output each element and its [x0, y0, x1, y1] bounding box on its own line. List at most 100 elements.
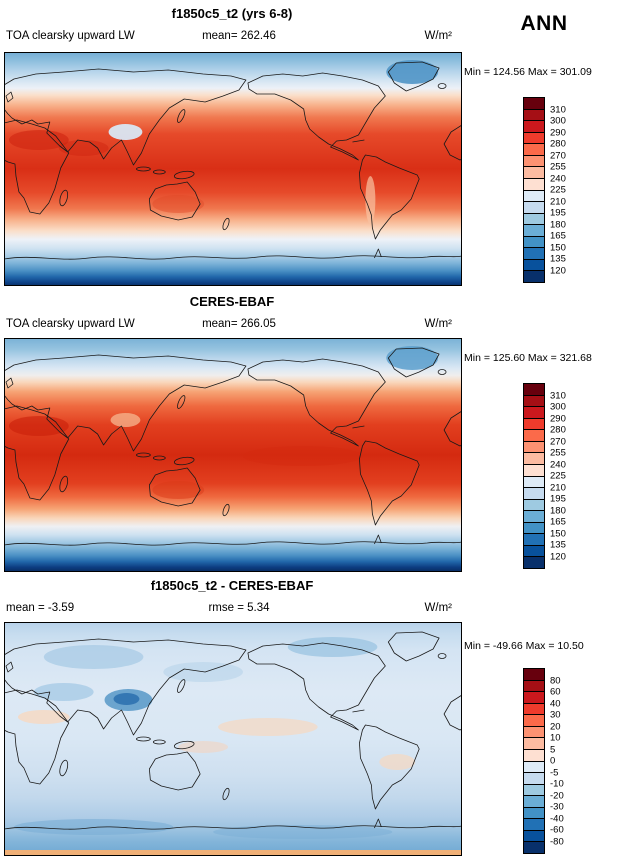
season-label: ANN — [520, 12, 568, 35]
panel3-units-label: W/m² — [424, 602, 452, 614]
colorbar-cell — [524, 534, 544, 546]
colorbar-tick-label: 270 — [550, 435, 566, 447]
panel3-title: f1850c5_t2 - CERES-EBAF — [150, 578, 314, 593]
colorbar-cell — [524, 109, 544, 122]
colorbar-cell — [524, 842, 544, 853]
panel1-title: f1850c5_t2 (yrs 6-8) — [171, 6, 293, 21]
colorbar-cell — [524, 680, 544, 693]
colorbar-tick-label: 310 — [550, 103, 566, 115]
panel3-minmax: Min = -49.66 Max = 10.50 — [464, 640, 584, 652]
field-panel1 — [4, 52, 462, 286]
colorbar-tick-label: 20 — [550, 720, 561, 732]
colorbar-tick-label: 300 — [550, 115, 566, 127]
colorbar-cells — [523, 668, 545, 854]
colorbar-cell — [524, 738, 544, 750]
colorbar-cell — [524, 784, 544, 797]
colorbar-tick-label: 290 — [550, 126, 566, 138]
colorbar-tick-label: -40 — [550, 812, 564, 824]
colorbar-tick-label: 240 — [550, 458, 566, 470]
colorbar-tick-label: 135 — [550, 539, 566, 551]
colorbar-tick-label: -80 — [550, 835, 564, 847]
colorbar-cells — [523, 383, 545, 569]
colorbar-cell — [524, 499, 544, 512]
colorbar-tick-label: 210 — [550, 195, 566, 207]
colorbar-cell — [524, 418, 544, 431]
map-frame — [4, 338, 462, 572]
colorbar-tick-label: 195 — [550, 207, 566, 219]
colorbar-tick-label: 280 — [550, 424, 566, 436]
colorbar-cell — [524, 202, 544, 214]
colorbar-cell — [524, 557, 544, 568]
colorbar-cell — [524, 761, 544, 774]
colorbar-tick-label: -30 — [550, 801, 564, 813]
panel1-minmax: Min = 124.56 Max = 301.09 — [464, 66, 592, 78]
field-shading-panel1 — [8, 60, 439, 224]
field-panel2 — [4, 338, 462, 572]
colorbar-cell — [524, 796, 544, 808]
colorbar-cells — [523, 97, 545, 283]
colorbar-cell — [524, 236, 544, 249]
colorbar-tick-label: 270 — [550, 149, 566, 161]
colorbar-tick-label: 255 — [550, 447, 566, 459]
colorbar-tick-label: 310 — [550, 389, 566, 401]
colorbar-tick-label: -5 — [550, 766, 559, 778]
map-panel3 — [4, 622, 462, 856]
colorbar-ticks: 310 300 290 280 270 255 240 225 210 195 180 165 150 1… — [523, 98, 585, 282]
colorbar-tick-label: -10 — [550, 778, 564, 790]
colorbar-cell — [524, 669, 544, 681]
colorbar-tick-label: 120 — [550, 264, 566, 276]
colorbar-cell — [524, 259, 544, 272]
colorbar-cell — [524, 167, 544, 179]
panel2-mean-label: mean= 266.05 — [202, 318, 276, 330]
colorbar-cell — [524, 178, 544, 191]
map-panel1 — [4, 52, 462, 286]
colorbar-tick-label: 225 — [550, 470, 566, 482]
colorbar-tick-label: 150 — [550, 241, 566, 253]
panel1-colorbar: 310 300 290 280 270 255 240 225 210 195 180 165 150 1… — [523, 97, 585, 283]
colorbar-cell — [524, 190, 544, 203]
colorbar-cell — [524, 773, 544, 785]
panel2-title: CERES-EBAF — [189, 294, 275, 309]
colorbar-cell — [524, 453, 544, 465]
colorbar-cell — [524, 830, 544, 843]
colorbar-tick-label: 195 — [550, 493, 566, 505]
colorbar-ticks: 80 60 40 30 20 10 5 0 -5 -10 -20 -30 -40 -60 -80 — [523, 669, 585, 853]
colorbar-tick-label: 0 — [550, 755, 556, 767]
colorbar-cell — [524, 132, 544, 145]
colorbar-tick-label: 225 — [550, 184, 566, 196]
colorbar-tick-label: 165 — [550, 516, 566, 528]
colorbar-tick-label: 165 — [550, 230, 566, 242]
colorbar-cell — [524, 248, 544, 260]
colorbar-cell — [524, 703, 544, 716]
colorbar-cell — [524, 807, 544, 820]
colorbar-tick-label: 180 — [550, 504, 566, 516]
colorbar-cell — [524, 692, 544, 704]
colorbar-cell — [524, 476, 544, 489]
colorbar-tick-label: 255 — [550, 161, 566, 173]
colorbar-cell — [524, 749, 544, 762]
panel1-mean-label: mean= 262.46 — [202, 30, 276, 42]
colorbar-tick-label: -20 — [550, 789, 564, 801]
colorbar-tick-label: 300 — [550, 401, 566, 413]
colorbar-tick-label: 180 — [550, 218, 566, 230]
colorbar-cell — [524, 121, 544, 133]
colorbar-tick-label: 40 — [550, 697, 561, 709]
map-frame — [4, 52, 462, 286]
colorbar-cell — [524, 488, 544, 500]
panel2-colorbar: 310 300 290 280 270 255 240 225 210 195 180 165 150 1… — [523, 383, 585, 569]
panel2-units-label: W/m² — [424, 318, 452, 330]
panel3-colorbar: 80 60 40 30 20 10 5 0 -5 -10 -20 -30 -40 -60 -80 — [523, 668, 585, 854]
colorbar-cell — [524, 271, 544, 282]
colorbar-cell — [524, 464, 544, 477]
colorbar-cell — [524, 213, 544, 226]
colorbar-tick-label: 150 — [550, 527, 566, 539]
colorbar-cell — [524, 715, 544, 727]
map-panel2 — [4, 338, 462, 572]
panel1-units-label: W/m² — [424, 30, 452, 42]
colorbar-tick-label: 135 — [550, 253, 566, 265]
colorbar-cell — [524, 225, 544, 237]
colorbar-tick-label: 60 — [550, 686, 561, 698]
colorbar-cell — [524, 98, 544, 110]
panel2-variable-label: TOA clearsky upward LW — [6, 318, 135, 330]
